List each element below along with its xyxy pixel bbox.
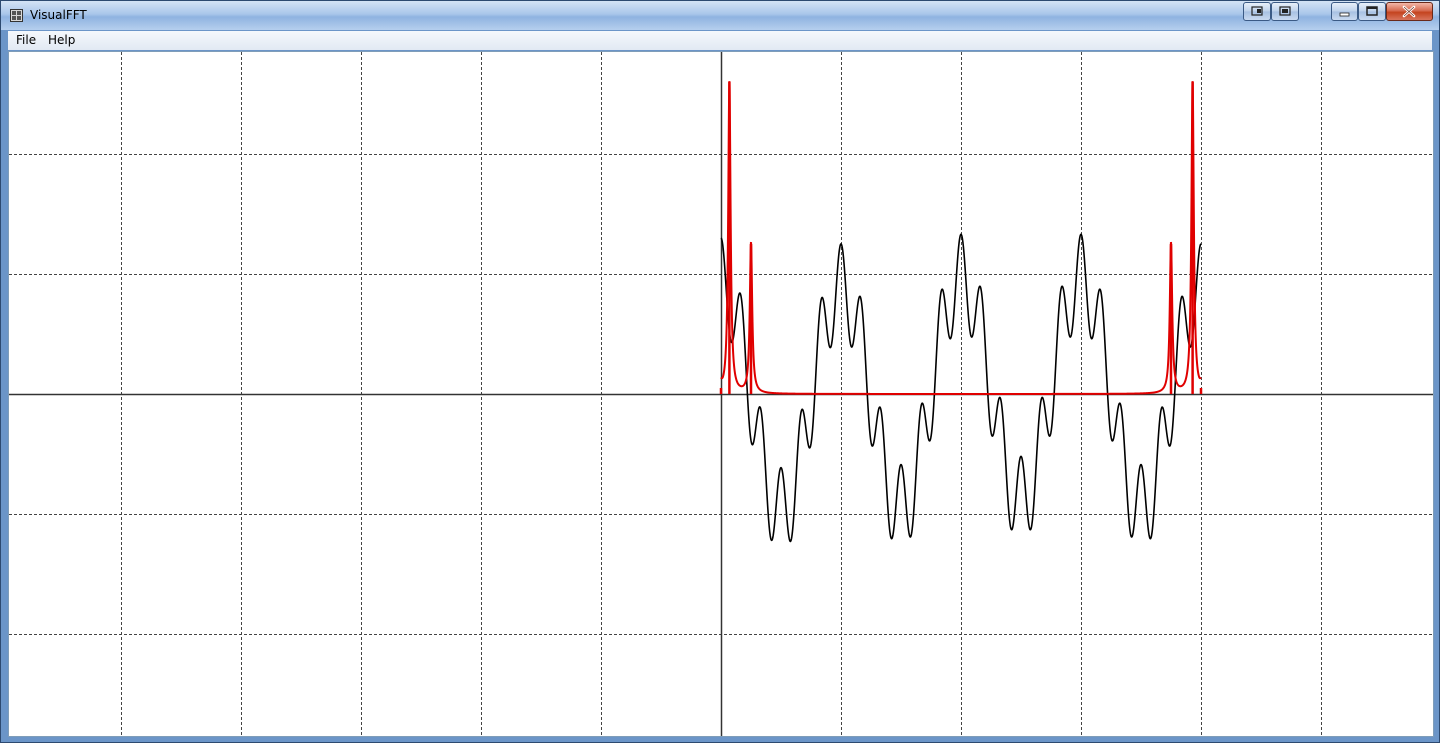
menu-file[interactable]: File (16, 33, 37, 47)
app-grid-icon (10, 9, 23, 22)
minimize-icon (1339, 12, 1350, 17)
plot-series (719, 81, 1203, 543)
maximize-button[interactable] (1358, 2, 1386, 21)
extra-button-1[interactable] (1243, 2, 1271, 21)
window-title: VisualFFT (30, 8, 87, 22)
fft-plot[interactable] (9, 52, 1433, 736)
signal-line (720, 233, 1202, 543)
minimize-button[interactable] (1331, 2, 1358, 21)
extra-button-2-icon (1279, 6, 1291, 16)
plot-area[interactable] (8, 51, 1434, 737)
menu-bar: File Help (8, 31, 1432, 50)
menu-help[interactable]: Help (48, 33, 76, 47)
maximize-icon (1366, 6, 1378, 16)
extra-button-2[interactable] (1271, 2, 1299, 21)
close-icon (1402, 5, 1416, 18)
extra-button-1-icon (1251, 6, 1263, 16)
spectrum-line (720, 81, 1202, 395)
close-button[interactable] (1386, 2, 1433, 21)
title-bar[interactable]: VisualFFT (1, 1, 1439, 30)
